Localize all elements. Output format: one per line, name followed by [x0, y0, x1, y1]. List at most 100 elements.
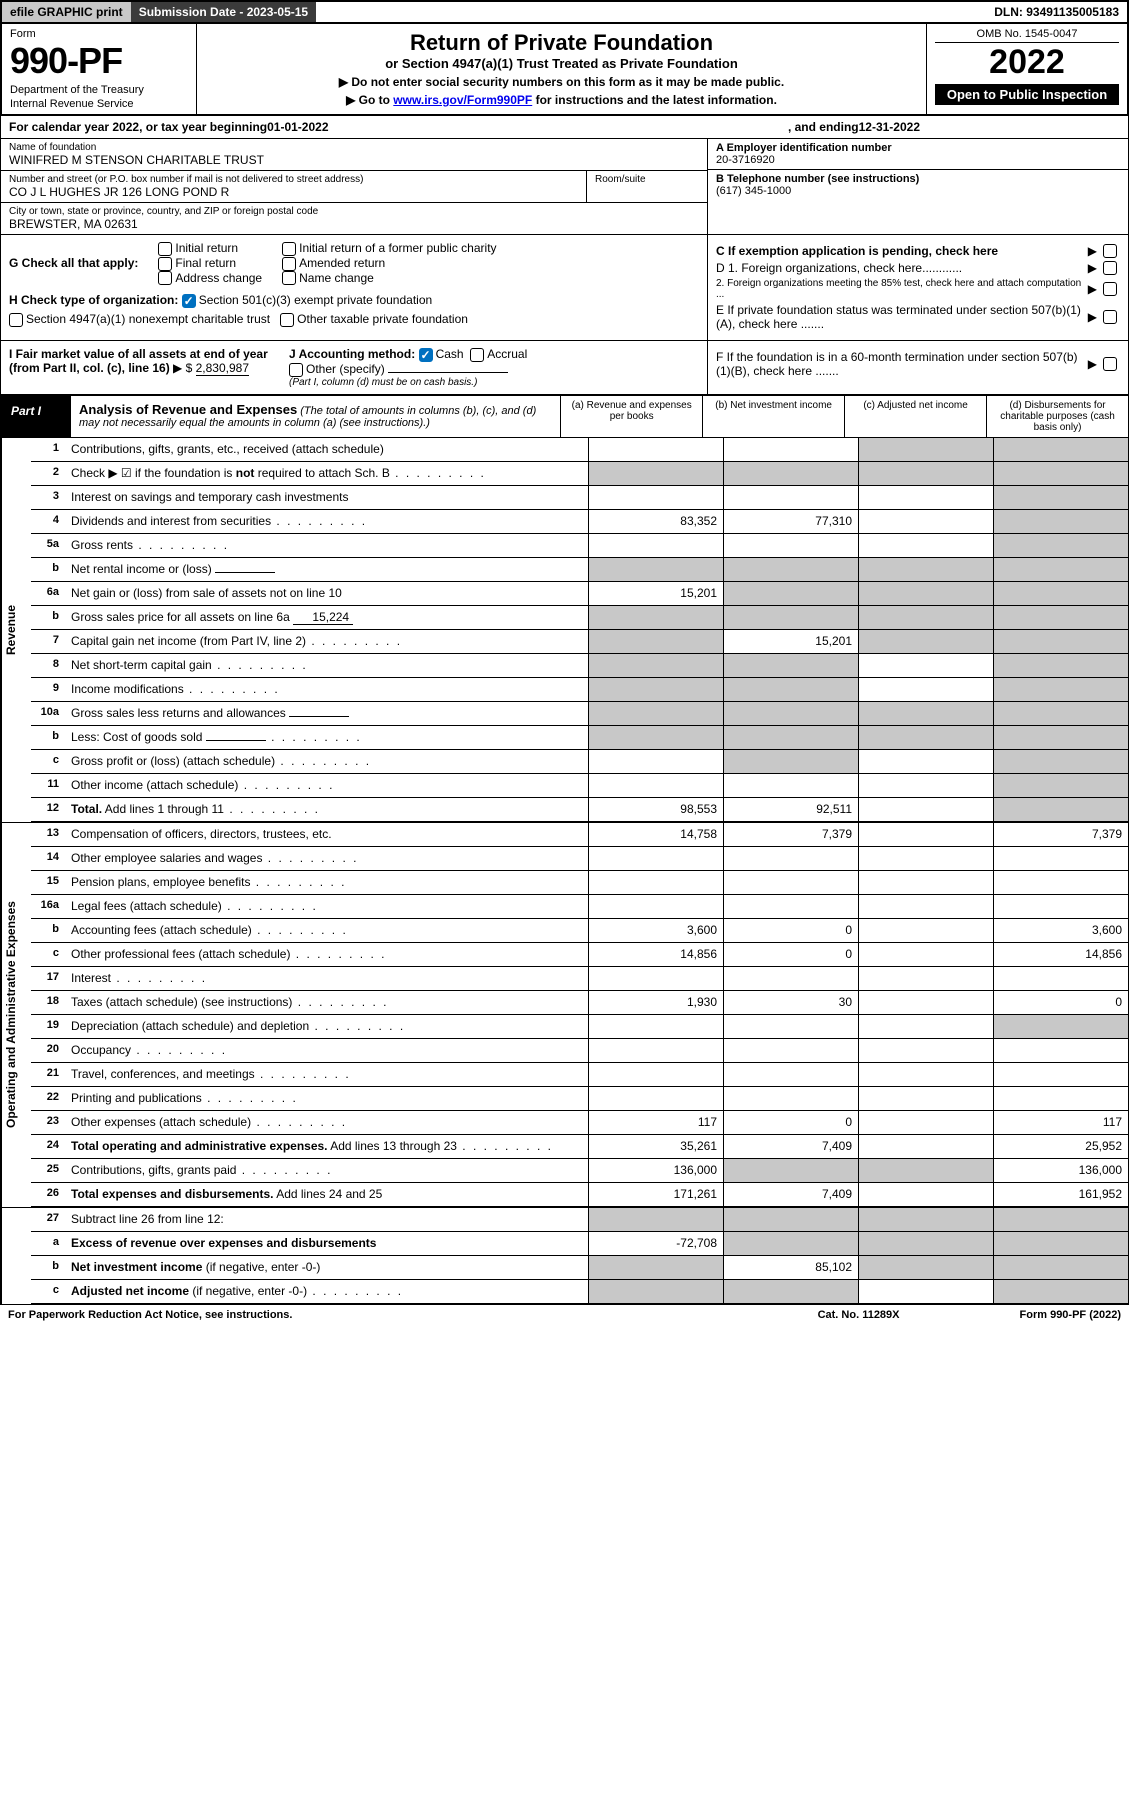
- chk-4947[interactable]: [9, 313, 23, 327]
- chk-c[interactable]: [1103, 244, 1117, 258]
- c-label: C If exemption application is pending, c…: [716, 244, 1082, 258]
- chk-501c3[interactable]: ✓: [182, 294, 196, 308]
- cell-value: [858, 510, 993, 533]
- cell-shaded: [723, 462, 858, 485]
- row-num: 10a: [31, 702, 65, 725]
- chk-other-tax[interactable]: [280, 313, 294, 327]
- cell-value: [858, 1135, 993, 1158]
- table-row: cOther professional fees (attach schedul…: [31, 943, 1128, 967]
- chk-d2[interactable]: [1103, 282, 1117, 296]
- table-row: bAccounting fees (attach schedule)3,6000…: [31, 919, 1128, 943]
- table-row: 21Travel, conferences, and meetings: [31, 1063, 1128, 1087]
- chk-other-method[interactable]: [289, 363, 303, 377]
- tax-year: 2022: [935, 43, 1119, 82]
- cell-shaded: [858, 1208, 993, 1231]
- col-d: (d) Disbursements for charitable purpose…: [986, 396, 1128, 437]
- cell-value: [858, 967, 993, 990]
- row-label: Other employee salaries and wages: [65, 847, 588, 870]
- efile-label[interactable]: efile GRAPHIC print: [2, 2, 131, 22]
- row-num: b: [31, 606, 65, 629]
- cell-value: 0: [723, 919, 858, 942]
- row-num: 5a: [31, 534, 65, 557]
- cat-no: Cat. No. 11289X: [818, 1309, 900, 1321]
- cell-value: 83,352: [588, 510, 723, 533]
- cell-shaded: [993, 726, 1128, 749]
- omb-no: OMB No. 1545-0047: [935, 28, 1119, 43]
- cell-shaded: [993, 1208, 1128, 1231]
- chk-name-change[interactable]: [282, 271, 296, 285]
- cell-shaded: [993, 798, 1128, 821]
- row-num: 9: [31, 678, 65, 701]
- row-label: Net short-term capital gain: [65, 654, 588, 677]
- cell-value: [588, 750, 723, 773]
- ein: 20-3716920: [716, 154, 1120, 166]
- ein-label: A Employer identification number: [716, 142, 1120, 154]
- city-state-zip: BREWSTER, MA 02631: [9, 217, 699, 231]
- chk-amended[interactable]: [282, 257, 296, 271]
- cell-shaded: [993, 558, 1128, 581]
- form-link[interactable]: www.irs.gov/Form990PF: [393, 93, 532, 107]
- table-row: 9Income modifications: [31, 678, 1128, 702]
- cell-shaded: [858, 1256, 993, 1279]
- row-label: Gross sales price for all assets on line…: [65, 606, 588, 629]
- cell-value: [723, 1039, 858, 1062]
- chk-cash[interactable]: ✓: [419, 348, 433, 362]
- cell-shaded: [588, 606, 723, 629]
- chk-initial[interactable]: [158, 242, 172, 256]
- chk-initial-former[interactable]: [282, 242, 296, 256]
- cell-value: [723, 438, 858, 461]
- cell-value: [858, 1063, 993, 1086]
- cell-value: [858, 1280, 993, 1303]
- cell-value: 14,856: [993, 943, 1128, 966]
- chk-final[interactable]: [158, 257, 172, 271]
- cell-shaded: [993, 1280, 1128, 1303]
- col-a: (a) Revenue and expenses per books: [560, 396, 702, 437]
- row-label: Contributions, gifts, grants paid: [65, 1159, 588, 1182]
- row-label: Check ▶ ☑ if the foundation is not requi…: [65, 462, 588, 485]
- cell-value: [858, 823, 993, 846]
- table-row: 14Other employee salaries and wages: [31, 847, 1128, 871]
- cell-value: 117: [588, 1111, 723, 1134]
- cell-value: 171,261: [588, 1183, 723, 1206]
- row-num: b: [31, 1256, 65, 1279]
- cell-shaded: [588, 1256, 723, 1279]
- cell-shaded: [993, 702, 1128, 725]
- cell-shaded: [993, 486, 1128, 509]
- row-label: Other expenses (attach schedule): [65, 1111, 588, 1134]
- cell-shaded: [993, 654, 1128, 677]
- row-num: 25: [31, 1159, 65, 1182]
- telephone: (617) 345-1000: [716, 185, 1120, 197]
- row-num: 13: [31, 823, 65, 846]
- dept: Department of the Treasury: [10, 84, 188, 96]
- cell-value: 15,201: [588, 582, 723, 605]
- cell-value: [993, 967, 1128, 990]
- row-num: 20: [31, 1039, 65, 1062]
- cell-value: [588, 1063, 723, 1086]
- cell-value: [588, 1015, 723, 1038]
- row-label: Compensation of officers, directors, tru…: [65, 823, 588, 846]
- table-row: 20Occupancy: [31, 1039, 1128, 1063]
- part-tag: Part I: [1, 396, 71, 437]
- cell-shaded: [723, 1159, 858, 1182]
- row-label: Contributions, gifts, grants, etc., rece…: [65, 438, 588, 461]
- chk-d1[interactable]: [1103, 261, 1117, 275]
- chk-e[interactable]: [1103, 310, 1117, 324]
- row-num: 26: [31, 1183, 65, 1206]
- cell-value: [723, 871, 858, 894]
- cell-value: [588, 774, 723, 797]
- submission-date: Submission Date - 2023-05-15: [131, 2, 316, 22]
- cell-value: 92,511: [723, 798, 858, 821]
- table-row: 8Net short-term capital gain: [31, 654, 1128, 678]
- row-num: 16a: [31, 895, 65, 918]
- tel-label: B Telephone number (see instructions): [716, 173, 1120, 185]
- cell-shaded: [993, 462, 1128, 485]
- chk-address[interactable]: [158, 271, 172, 285]
- form-label: Form: [10, 28, 188, 40]
- chk-f[interactable]: [1103, 357, 1117, 371]
- chk-accrual[interactable]: [470, 348, 484, 362]
- row-num: 6a: [31, 582, 65, 605]
- cell-value: [993, 871, 1128, 894]
- cell-shaded: [858, 558, 993, 581]
- table-row: bGross sales price for all assets on lin…: [31, 606, 1128, 630]
- cell-value: [723, 1087, 858, 1110]
